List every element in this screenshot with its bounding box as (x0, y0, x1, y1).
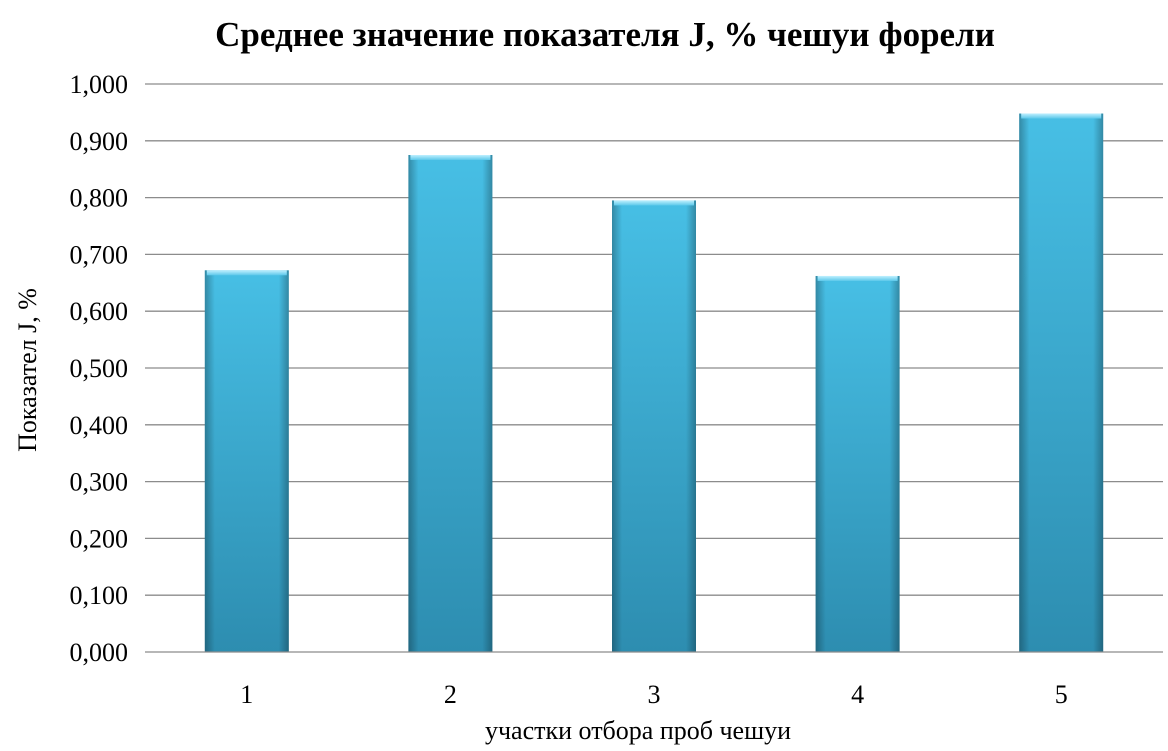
bar (815, 275, 900, 652)
x-tick-label: 5 (1055, 680, 1068, 709)
bar-highlight (206, 270, 287, 276)
x-axis-ticks: 1 2 3 4 5 (240, 680, 1067, 709)
bar-highlight (817, 275, 898, 281)
y-tick-label: 0,800 (70, 184, 129, 213)
bar-edge-shade (1019, 113, 1104, 652)
y-axis-label: Показател J, % (13, 288, 42, 452)
y-tick-label: 0,500 (70, 354, 129, 383)
y-tick-label: 0,400 (70, 411, 129, 440)
bar-highlight (1021, 113, 1102, 119)
y-tick-label: 0,300 (70, 468, 129, 497)
y-tick-label: 0,900 (70, 127, 129, 156)
bar (1019, 113, 1104, 652)
bars (204, 113, 1104, 652)
y-tick-label: 0,600 (70, 297, 129, 326)
bar (408, 155, 493, 652)
chart-title: Среднее значение показателя J, % чешуи ф… (215, 15, 995, 54)
bar (612, 200, 696, 652)
bar-edge-shade (612, 200, 696, 652)
bar-highlight (410, 155, 491, 160)
y-tick-label: 0,700 (70, 240, 129, 269)
y-tick-label: 0,200 (70, 524, 129, 553)
bar-edge-shade (408, 155, 493, 652)
bar (204, 270, 289, 652)
y-tick-label: 0,100 (70, 581, 129, 610)
y-axis-ticks: 0,000 0,100 0,200 0,300 0,400 0,500 0,600 0,700… (70, 70, 129, 667)
y-tick-label: 0,000 (70, 638, 129, 667)
bar-highlight (614, 200, 694, 206)
x-tick-label: 2 (444, 680, 457, 709)
x-axis-label: участки отбора проб чешуи (485, 716, 791, 745)
bar-edge-shade (815, 275, 900, 652)
x-tick-label: 4 (851, 680, 864, 709)
x-tick-label: 3 (648, 680, 661, 709)
y-tick-label: 1,000 (70, 70, 129, 99)
bar-edge-shade (204, 270, 289, 652)
x-tick-label: 1 (240, 680, 253, 709)
